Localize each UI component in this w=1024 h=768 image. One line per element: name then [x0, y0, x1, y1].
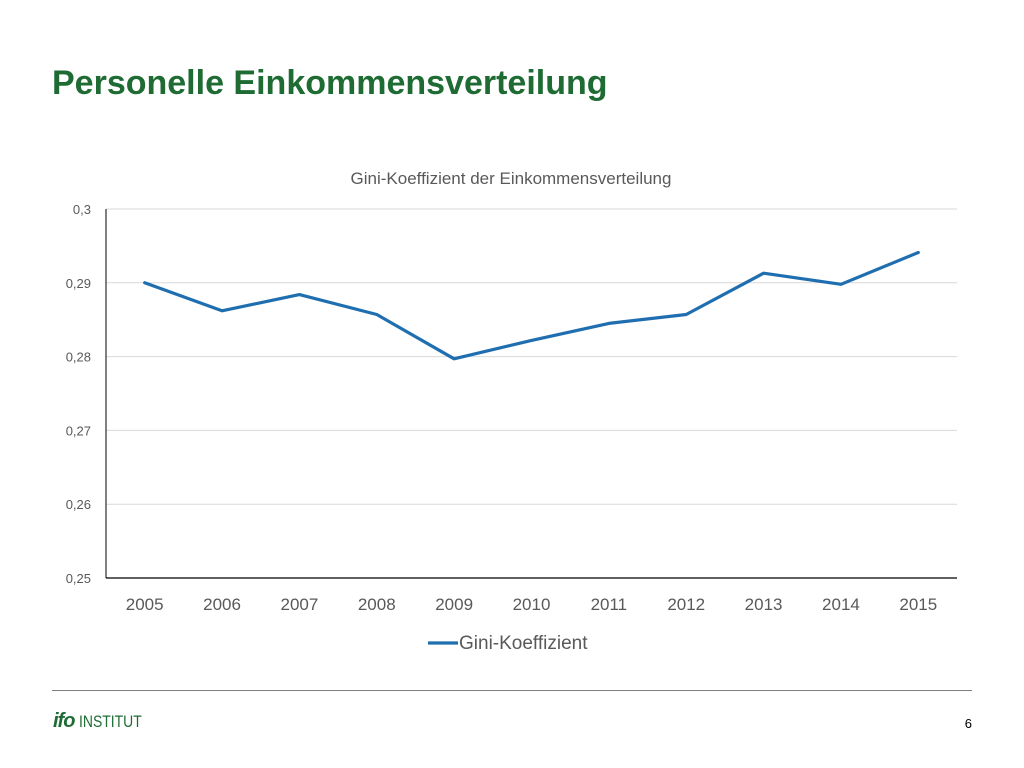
x-tick-label: 2009 [435, 595, 473, 614]
x-tick-label: 2007 [280, 595, 318, 614]
x-tick-label: 2012 [667, 595, 705, 614]
x-tick-labels: 2005 2006 2007 2008 2009 2010 2011 2012 2013 2014… [126, 595, 937, 614]
x-tick-label: 2014 [822, 595, 860, 614]
x-tick-label: 2011 [591, 595, 628, 614]
slide-title: Personelle Einkommensverteilung [52, 64, 608, 102]
legend: Gini-Koeffizient [428, 633, 588, 654]
x-tick-label: 2005 [126, 595, 164, 614]
x-tick-label: 2006 [203, 595, 241, 614]
axes [105, 209, 957, 579]
series-line [143, 250, 920, 361]
logo-text: INSTITUT [79, 712, 143, 731]
y-tick-label: 0,26 [66, 497, 91, 512]
page-number: 6 [964, 716, 972, 731]
y-tick-label: 0,3 [73, 202, 91, 217]
x-tick-label: 2015 [899, 595, 937, 614]
chart-title: Gini-Koeffizient der Einkommensverteilun… [351, 169, 672, 188]
y-tick-label: 0,28 [66, 350, 91, 365]
y-tick-label: 0,25 [66, 571, 91, 586]
x-tick-label: 2008 [358, 595, 396, 614]
ifo-logo: ifo INSTITUT [53, 710, 156, 732]
x-tick-label: 2013 [745, 595, 783, 614]
logo-mark: ifo [53, 710, 75, 732]
series-layer [143, 250, 920, 361]
y-tick-label: 0,29 [66, 276, 91, 291]
line-chart: Gini-Koeffizient der Einkommensverteilun… [66, 169, 957, 654]
y-tick-label: 0,27 [66, 423, 91, 438]
y-tick-labels: 0,25 0,26 0,27 0,28 0,29 0,3 [66, 202, 91, 586]
legend-label: Gini-Koeffizient [459, 633, 588, 654]
gridlines [106, 208, 957, 505]
footer-divider [52, 690, 972, 691]
x-tick-label: 2010 [513, 595, 551, 614]
